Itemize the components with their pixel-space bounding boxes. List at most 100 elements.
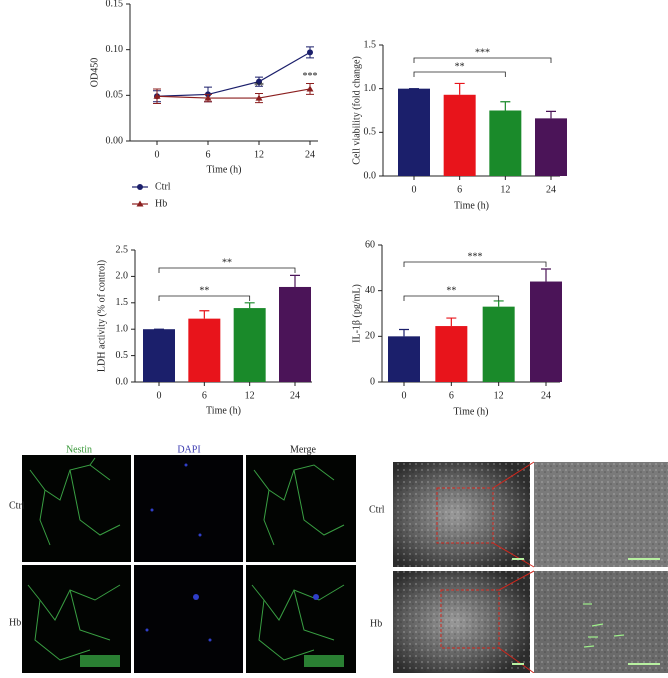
- significance-label: **: [254, 81, 264, 92]
- x-tick-label: 6: [202, 390, 207, 401]
- x-axis-title: Time (h): [454, 200, 489, 211]
- marker: [153, 92, 161, 99]
- error-bar: [493, 300, 504, 307]
- row-label: Hb: [9, 617, 21, 628]
- y-tick-label: 1.5: [364, 39, 377, 50]
- x-axis-title: Time (h): [207, 164, 242, 175]
- legend-marker: [137, 184, 143, 190]
- bar: [143, 329, 175, 382]
- sem-texture: [534, 571, 668, 673]
- bar: [435, 326, 468, 382]
- y-tick-label: 0.10: [106, 44, 124, 55]
- nuclei: [145, 463, 319, 642]
- row-label: Ctrl: [369, 504, 385, 515]
- series-line: [156, 51, 311, 97]
- significance-label: **: [199, 285, 209, 296]
- bar: [279, 286, 311, 382]
- y-tick-label: 0.05: [106, 90, 124, 101]
- cell-body: [80, 655, 120, 667]
- image-dapi-ctrl: [134, 455, 243, 562]
- error-bar: [199, 310, 210, 319]
- series-line: [156, 88, 311, 99]
- error-bar: [541, 268, 551, 282]
- significance-bracket: [403, 261, 547, 267]
- y-tick-label: 0.5: [364, 127, 377, 138]
- y-axis-title: LDH activity (% of control): [96, 260, 107, 372]
- y-tick-label: 2.0: [116, 271, 129, 282]
- row-label: Hb: [370, 618, 382, 629]
- bar: [489, 110, 522, 176]
- y-tick-label: 0.15: [106, 0, 124, 9]
- error-bar: [399, 328, 409, 337]
- error-bar: [244, 302, 255, 309]
- column-label: Merge: [290, 444, 316, 455]
- x-tick-label: 12: [245, 390, 255, 401]
- sem-panels: Ctrl Hb: [369, 461, 668, 674]
- bar: [482, 306, 515, 382]
- bar: [233, 308, 266, 382]
- x-tick-label: 0: [412, 184, 417, 195]
- marker: [255, 94, 263, 101]
- x-tick-label: 12: [494, 390, 504, 401]
- y-tick-label: 1.0: [364, 83, 377, 94]
- neurites: [27, 457, 345, 661]
- bar: [530, 281, 562, 382]
- error-bar: [546, 110, 556, 119]
- sem-texture: [534, 462, 668, 567]
- bar: [443, 94, 476, 176]
- x-tick-label: 6: [449, 390, 454, 401]
- significance-label: **: [455, 61, 465, 72]
- x-tick-label: 6: [206, 149, 211, 160]
- marker: [256, 78, 262, 85]
- error-bar: [454, 82, 465, 95]
- y-tick-label: 0: [370, 376, 375, 387]
- column-label: DAPI: [177, 444, 200, 455]
- x-tick-label: 24: [541, 390, 551, 401]
- y-tick-label: 2.5: [116, 244, 129, 255]
- significance-label: **: [446, 285, 456, 296]
- cell-body: [304, 655, 344, 667]
- significance-bracket: [158, 295, 251, 301]
- x-tick-label: 24: [546, 184, 556, 195]
- legend-marker: [136, 200, 144, 207]
- y-tick-label: 1.5: [116, 297, 129, 308]
- significance-bracket: [413, 57, 552, 63]
- error-bar: [290, 274, 300, 287]
- image-nestin-ctrl: [22, 455, 131, 562]
- column-label: Nestin: [66, 444, 92, 455]
- y-tick-label: 0.0: [364, 170, 377, 181]
- image-merge-ctrl: [246, 455, 356, 562]
- marker: [307, 49, 313, 56]
- y-axis-title: Cell viability (fold change): [351, 56, 362, 165]
- bar: [388, 336, 420, 382]
- x-tick-label: 12: [500, 184, 510, 195]
- significance-label: ***: [475, 47, 490, 58]
- significance-label: ***: [303, 71, 318, 82]
- x-tick-label: 24: [305, 149, 315, 160]
- error-bar: [500, 101, 511, 111]
- image-dapi-hb: [134, 565, 243, 673]
- y-tick-label: 1.0: [116, 323, 129, 334]
- y-tick-label: 0.5: [116, 350, 129, 361]
- y-tick-label: 0.0: [116, 376, 129, 387]
- x-tick-label: 0: [155, 149, 160, 160]
- y-tick-label: 20: [365, 331, 375, 342]
- bar: [535, 118, 567, 176]
- significance-bracket: [403, 295, 500, 301]
- x-tick-label: 12: [254, 149, 264, 160]
- x-tick-label: 6: [457, 184, 462, 195]
- fluorescence-panels: Nestin DAPI Merge Ctrl Hb: [9, 444, 356, 673]
- row-label: Ctrl: [9, 500, 25, 511]
- arrows: [583, 603, 625, 648]
- y-tick-label: 40: [365, 285, 375, 296]
- scale-bar: [512, 558, 660, 665]
- sem-texture: [393, 571, 530, 673]
- x-tick-label: 24: [290, 390, 300, 401]
- significance-bracket: [413, 71, 506, 77]
- legend-label: Ctrl: [155, 181, 171, 192]
- x-tick-label: 0: [157, 390, 162, 401]
- zoom-box: [436, 461, 535, 674]
- x-axis-title: Time (h): [454, 406, 489, 417]
- error-bar: [446, 317, 457, 327]
